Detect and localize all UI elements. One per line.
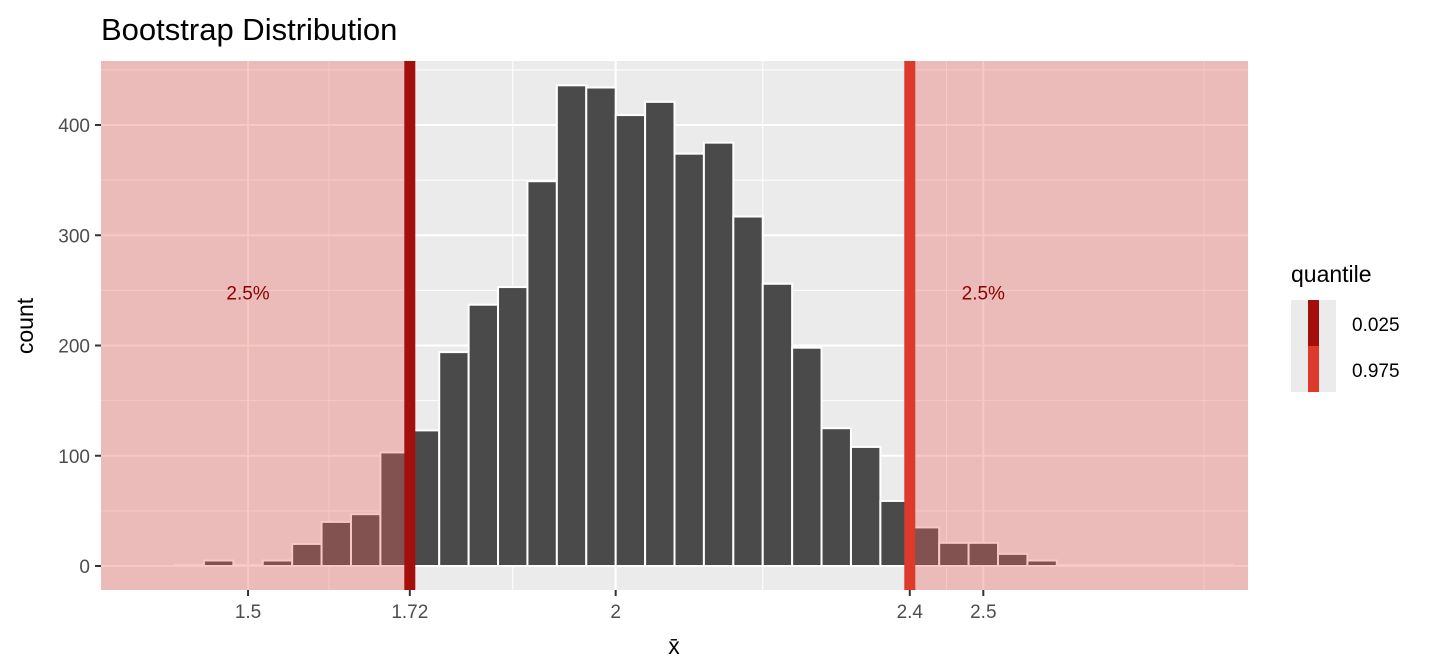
tail-shade xyxy=(101,61,410,590)
x-axis-title: x̄ xyxy=(668,633,680,659)
tail-labels: 2.5% 2.5% xyxy=(226,284,1005,305)
histogram-bar xyxy=(644,100,676,567)
histogram-bar xyxy=(702,141,735,567)
histogram-bar xyxy=(585,86,617,567)
y-axis-title: count xyxy=(12,297,38,354)
histogram-bar xyxy=(614,114,647,567)
histogram-bar xyxy=(202,559,235,567)
y-axis-ticks: 0 100 200 300 400 xyxy=(58,116,101,578)
tail-percent-label: 2.5% xyxy=(226,284,269,305)
y-tick-label: 0 xyxy=(79,557,90,578)
legend: quantile 0.025 0.975 xyxy=(1291,261,1400,392)
histogram-bar xyxy=(791,346,823,567)
histogram-bar xyxy=(1026,559,1058,567)
histogram-bar xyxy=(732,215,764,567)
x-tick-label: 2.5 xyxy=(970,602,996,623)
histogram-bar xyxy=(438,351,470,567)
histogram-bar xyxy=(761,282,794,567)
x-tick-label: 2 xyxy=(610,602,621,623)
histogram-bar xyxy=(673,152,705,567)
y-tick-label: 100 xyxy=(58,447,90,468)
x-tick-label: 1.72 xyxy=(391,602,428,623)
y-tick-label: 400 xyxy=(58,116,90,137)
legend-label: 0.975 xyxy=(1352,361,1400,382)
y-tick-label: 300 xyxy=(58,226,90,247)
tail-percent-label: 2.5% xyxy=(962,284,1005,305)
histogram-bar xyxy=(467,303,500,567)
histogram-bar xyxy=(349,513,382,567)
y-tick-label: 200 xyxy=(58,337,90,358)
legend-title: quantile xyxy=(1291,261,1372,287)
histogram-bar xyxy=(526,180,558,567)
chart-title: Bootstrap Distribution xyxy=(101,12,397,47)
histogram-bar xyxy=(849,445,882,567)
histogram-bar xyxy=(497,286,529,567)
histogram-bar xyxy=(320,520,352,568)
x-tick-label: 2.4 xyxy=(897,602,924,623)
quantile-lines xyxy=(404,61,916,590)
legend-label: 0.025 xyxy=(1352,315,1400,336)
tail-shade xyxy=(909,61,1248,590)
tail-shaded-regions xyxy=(101,61,1248,590)
x-tick-label: 1.5 xyxy=(235,602,261,623)
histogram-bar xyxy=(820,427,852,567)
x-axis-ticks: 1.5 1.72 2 2.4 2.5 xyxy=(235,590,997,623)
histogram-bar xyxy=(555,84,588,567)
histogram-bar xyxy=(1202,563,1235,568)
